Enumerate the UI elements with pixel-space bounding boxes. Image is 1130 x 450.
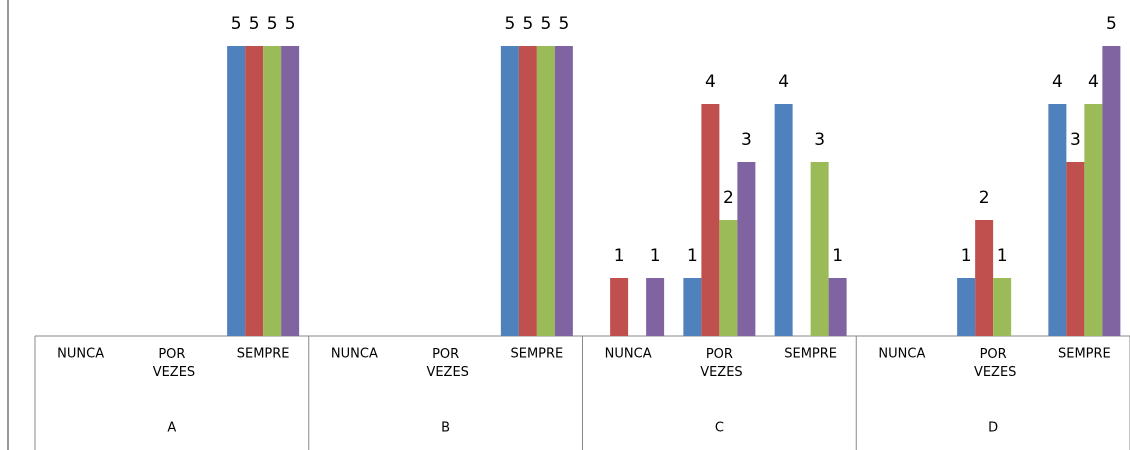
bar [227,46,246,336]
x-tick-label: POR VEZES [970,347,1017,380]
x-tick-label: SEMPRE [1058,347,1111,362]
data-label: 5 [504,14,515,34]
group-label: B [441,421,450,436]
data-label: 1 [614,246,625,266]
bar [610,278,629,336]
x-tick-label: NUNCA [878,347,925,362]
data-label: 5 [231,14,242,34]
bar [281,46,300,336]
x-tick-label: NUNCA [57,347,104,362]
x-tick-label: POR VEZES [149,347,196,380]
x-tick-label: POR VEZES [422,347,469,380]
data-label: 5 [249,14,260,34]
data-label: 5 [285,14,296,34]
data-label: 5 [267,14,278,34]
data-label: 4 [1052,72,1063,92]
x-tick-label: NUNCA [331,347,378,362]
bar [1084,104,1103,336]
data-label: 5 [558,14,569,34]
bar [957,278,976,336]
bar [536,46,555,336]
data-label: 4 [705,72,716,92]
x-tick-label: NUNCA [605,347,652,362]
data-label: 5 [540,14,551,34]
data-label: 1 [650,246,661,266]
group-label: A [167,421,176,436]
data-label: 3 [741,130,752,150]
bar [1048,104,1067,336]
bar [774,104,793,336]
bar [245,46,264,336]
data-label: 1 [687,246,698,266]
data-label: 1 [832,246,843,266]
bar [263,46,282,336]
bar [828,278,847,336]
bar [554,46,573,336]
data-label: 1 [961,246,972,266]
bar [737,162,756,336]
bar [500,46,519,336]
x-tick-label: SEMPRE [510,347,563,362]
data-label: 4 [778,72,789,92]
data-label: 3 [1070,130,1081,150]
bar [683,278,702,336]
bar [993,278,1012,336]
bar [810,162,829,336]
data-label: 2 [979,188,990,208]
data-label: 5 [522,14,533,34]
data-label: 3 [814,130,825,150]
x-tick-label: POR VEZES [696,347,743,380]
group-label: C [715,421,724,436]
bar [1066,162,1085,336]
bar [719,220,738,336]
data-label: 5 [1106,14,1117,34]
bar [1102,46,1121,336]
x-tick-label: SEMPRE [784,347,837,362]
bar [701,104,720,336]
data-label: 2 [723,188,734,208]
x-tick-label: SEMPRE [237,347,290,362]
bar [646,278,665,336]
data-label: 1 [997,246,1008,266]
data-label: 4 [1088,72,1099,92]
group-label: D [988,421,998,436]
bar [518,46,537,336]
bar [975,220,994,336]
